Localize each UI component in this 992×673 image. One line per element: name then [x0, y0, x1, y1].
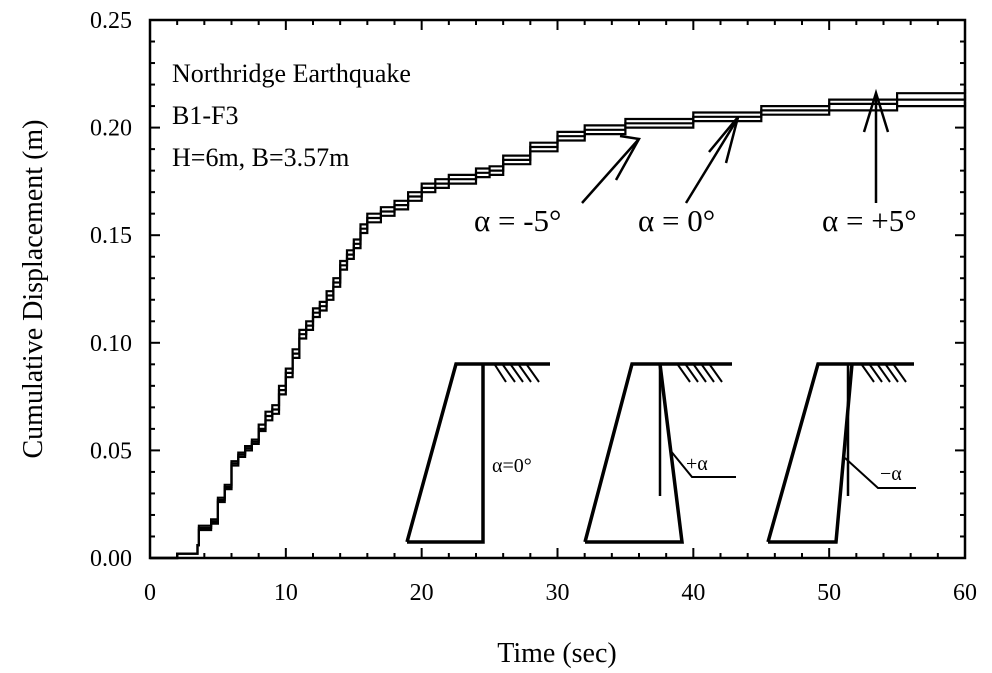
wall-outline-minus-alpha — [766, 362, 914, 543]
x-tick-label: 0 — [144, 580, 156, 606]
x-tick-label: 10 — [274, 580, 298, 606]
callout-alpha-0: α = 0° — [638, 203, 715, 238]
x-tick-label: 60 — [953, 580, 977, 606]
series-line-2 — [150, 101, 967, 560]
y-tick-label: 0.20 — [90, 116, 132, 142]
backfill-hatch-plus-alpha — [677, 364, 723, 383]
wall-diagram-plus-alpha — [583, 362, 736, 544]
backfill-hatch-alpha-0 — [494, 364, 540, 383]
annotation-earthquake: Northridge Earthquake — [172, 59, 411, 88]
annotation-case: B1-F3 — [172, 101, 238, 130]
inset-label-minus-alpha: −α — [880, 463, 902, 485]
x-tick-label: 50 — [817, 580, 841, 606]
wall-back-minus-alpha — [768, 363, 854, 544]
arrow-alpha-minus-5 — [581, 139, 639, 204]
x-tick-label: 20 — [410, 580, 434, 606]
annotation-dimensions: H=6m, B=3.57m — [172, 143, 349, 172]
wall-outline-plus-alpha — [583, 362, 732, 543]
leader-plus-alpha — [669, 449, 736, 478]
y-tick-label: 0.05 — [90, 438, 132, 464]
y-tick-label: 0.00 — [90, 546, 132, 572]
arrow-alpha-0 — [684, 117, 740, 204]
wall-diagram-minus-alpha — [766, 362, 916, 544]
wall-outline-alpha-0 — [405, 362, 550, 543]
callout-alpha-plus-5: α = +5° — [822, 203, 917, 238]
arrow-head-alpha-minus-5 — [614, 134, 641, 181]
x-axis-title: Time (sec) — [497, 638, 617, 669]
y-tick-label: 0.15 — [90, 223, 132, 249]
arrow-head-alpha-0 — [708, 116, 740, 164]
wall-diagram-alpha-0 — [405, 362, 550, 544]
wall-back-alpha-0 — [407, 364, 485, 544]
callout-alpha-minus-5: α = -5° — [474, 203, 561, 238]
callout-arrows — [581, 88, 890, 204]
y-tick-labels: 0.00 0.05 0.10 0.15 0.20 0.25 — [90, 8, 132, 572]
x-tick-label: 30 — [546, 580, 570, 606]
arrow-head-alpha-plus-5 — [862, 88, 890, 133]
leader-minus-alpha — [844, 457, 916, 489]
backfill-hatch-minus-alpha — [861, 364, 907, 383]
y-tick-label: 0.10 — [90, 331, 132, 357]
y-tick-label: 0.25 — [90, 8, 132, 34]
x-tick-label: 40 — [681, 580, 705, 606]
x-tick-labels: 0 10 20 30 40 50 60 — [144, 580, 977, 606]
axis-ticks — [149, 19, 966, 559]
series-group — [150, 88, 967, 560]
inset-label-alpha-0: α=0° — [492, 455, 532, 477]
inset-label-plus-alpha: +α — [686, 453, 708, 475]
y-axis-title: Cumulative Displacement (m) — [18, 119, 49, 458]
wall-back-plus-alpha — [585, 363, 684, 544]
